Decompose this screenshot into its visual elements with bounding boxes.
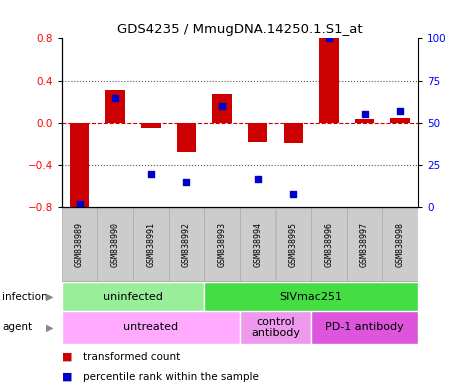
Bar	[311, 311, 418, 344]
Point	[147, 170, 155, 177]
Text: GSM838993: GSM838993	[218, 222, 227, 267]
Bar	[248, 123, 267, 142]
Text: ■: ■	[62, 352, 72, 362]
Text: ▶: ▶	[46, 322, 54, 333]
Bar	[240, 208, 276, 281]
Bar	[240, 311, 311, 344]
Bar	[382, 208, 418, 281]
Bar	[347, 208, 382, 281]
Bar	[276, 208, 311, 281]
Text: GSM838997: GSM838997	[360, 222, 369, 267]
Bar	[284, 123, 303, 143]
Point	[218, 103, 226, 109]
Text: GSM838996: GSM838996	[324, 222, 333, 267]
Bar	[212, 94, 232, 123]
Bar	[177, 123, 196, 152]
Point	[76, 201, 84, 207]
Bar	[169, 208, 204, 281]
Text: transformed count: transformed count	[83, 352, 180, 362]
Point	[182, 179, 190, 185]
Bar	[62, 282, 204, 311]
Bar	[319, 38, 339, 123]
Text: GSM838991: GSM838991	[146, 222, 155, 267]
Text: GSM838989: GSM838989	[75, 222, 84, 267]
Bar	[311, 208, 347, 281]
Text: SIVmac251: SIVmac251	[280, 291, 342, 302]
Text: GSM838992: GSM838992	[182, 222, 191, 267]
Text: ■: ■	[62, 372, 72, 382]
Bar	[141, 123, 161, 128]
Point	[396, 108, 404, 114]
Point	[325, 35, 332, 41]
Text: GSM838990: GSM838990	[111, 222, 120, 267]
Bar	[62, 311, 240, 344]
Text: agent: agent	[2, 322, 32, 333]
Text: ▶: ▶	[46, 291, 54, 302]
Bar	[97, 208, 133, 281]
Text: GSM838995: GSM838995	[289, 222, 298, 267]
Bar	[204, 282, 418, 311]
Text: GSM838994: GSM838994	[253, 222, 262, 267]
Text: GSM838998: GSM838998	[396, 222, 405, 267]
Text: control
antibody: control antibody	[251, 316, 300, 338]
Title: GDS4235 / MmugDNA.14250.1.S1_at: GDS4235 / MmugDNA.14250.1.S1_at	[117, 23, 363, 36]
Bar	[355, 119, 374, 123]
Text: percentile rank within the sample: percentile rank within the sample	[83, 372, 259, 382]
Text: uninfected: uninfected	[103, 291, 163, 302]
Point	[254, 175, 261, 182]
Bar	[62, 208, 97, 281]
Bar	[204, 208, 240, 281]
Text: PD-1 antibody: PD-1 antibody	[325, 322, 404, 333]
Bar	[133, 208, 169, 281]
Text: untreated: untreated	[123, 322, 179, 333]
Point	[111, 94, 119, 101]
Bar	[390, 118, 410, 123]
Bar	[105, 90, 125, 123]
Point	[361, 111, 369, 118]
Point	[289, 191, 297, 197]
Text: infection: infection	[2, 291, 48, 302]
Bar	[70, 123, 89, 210]
